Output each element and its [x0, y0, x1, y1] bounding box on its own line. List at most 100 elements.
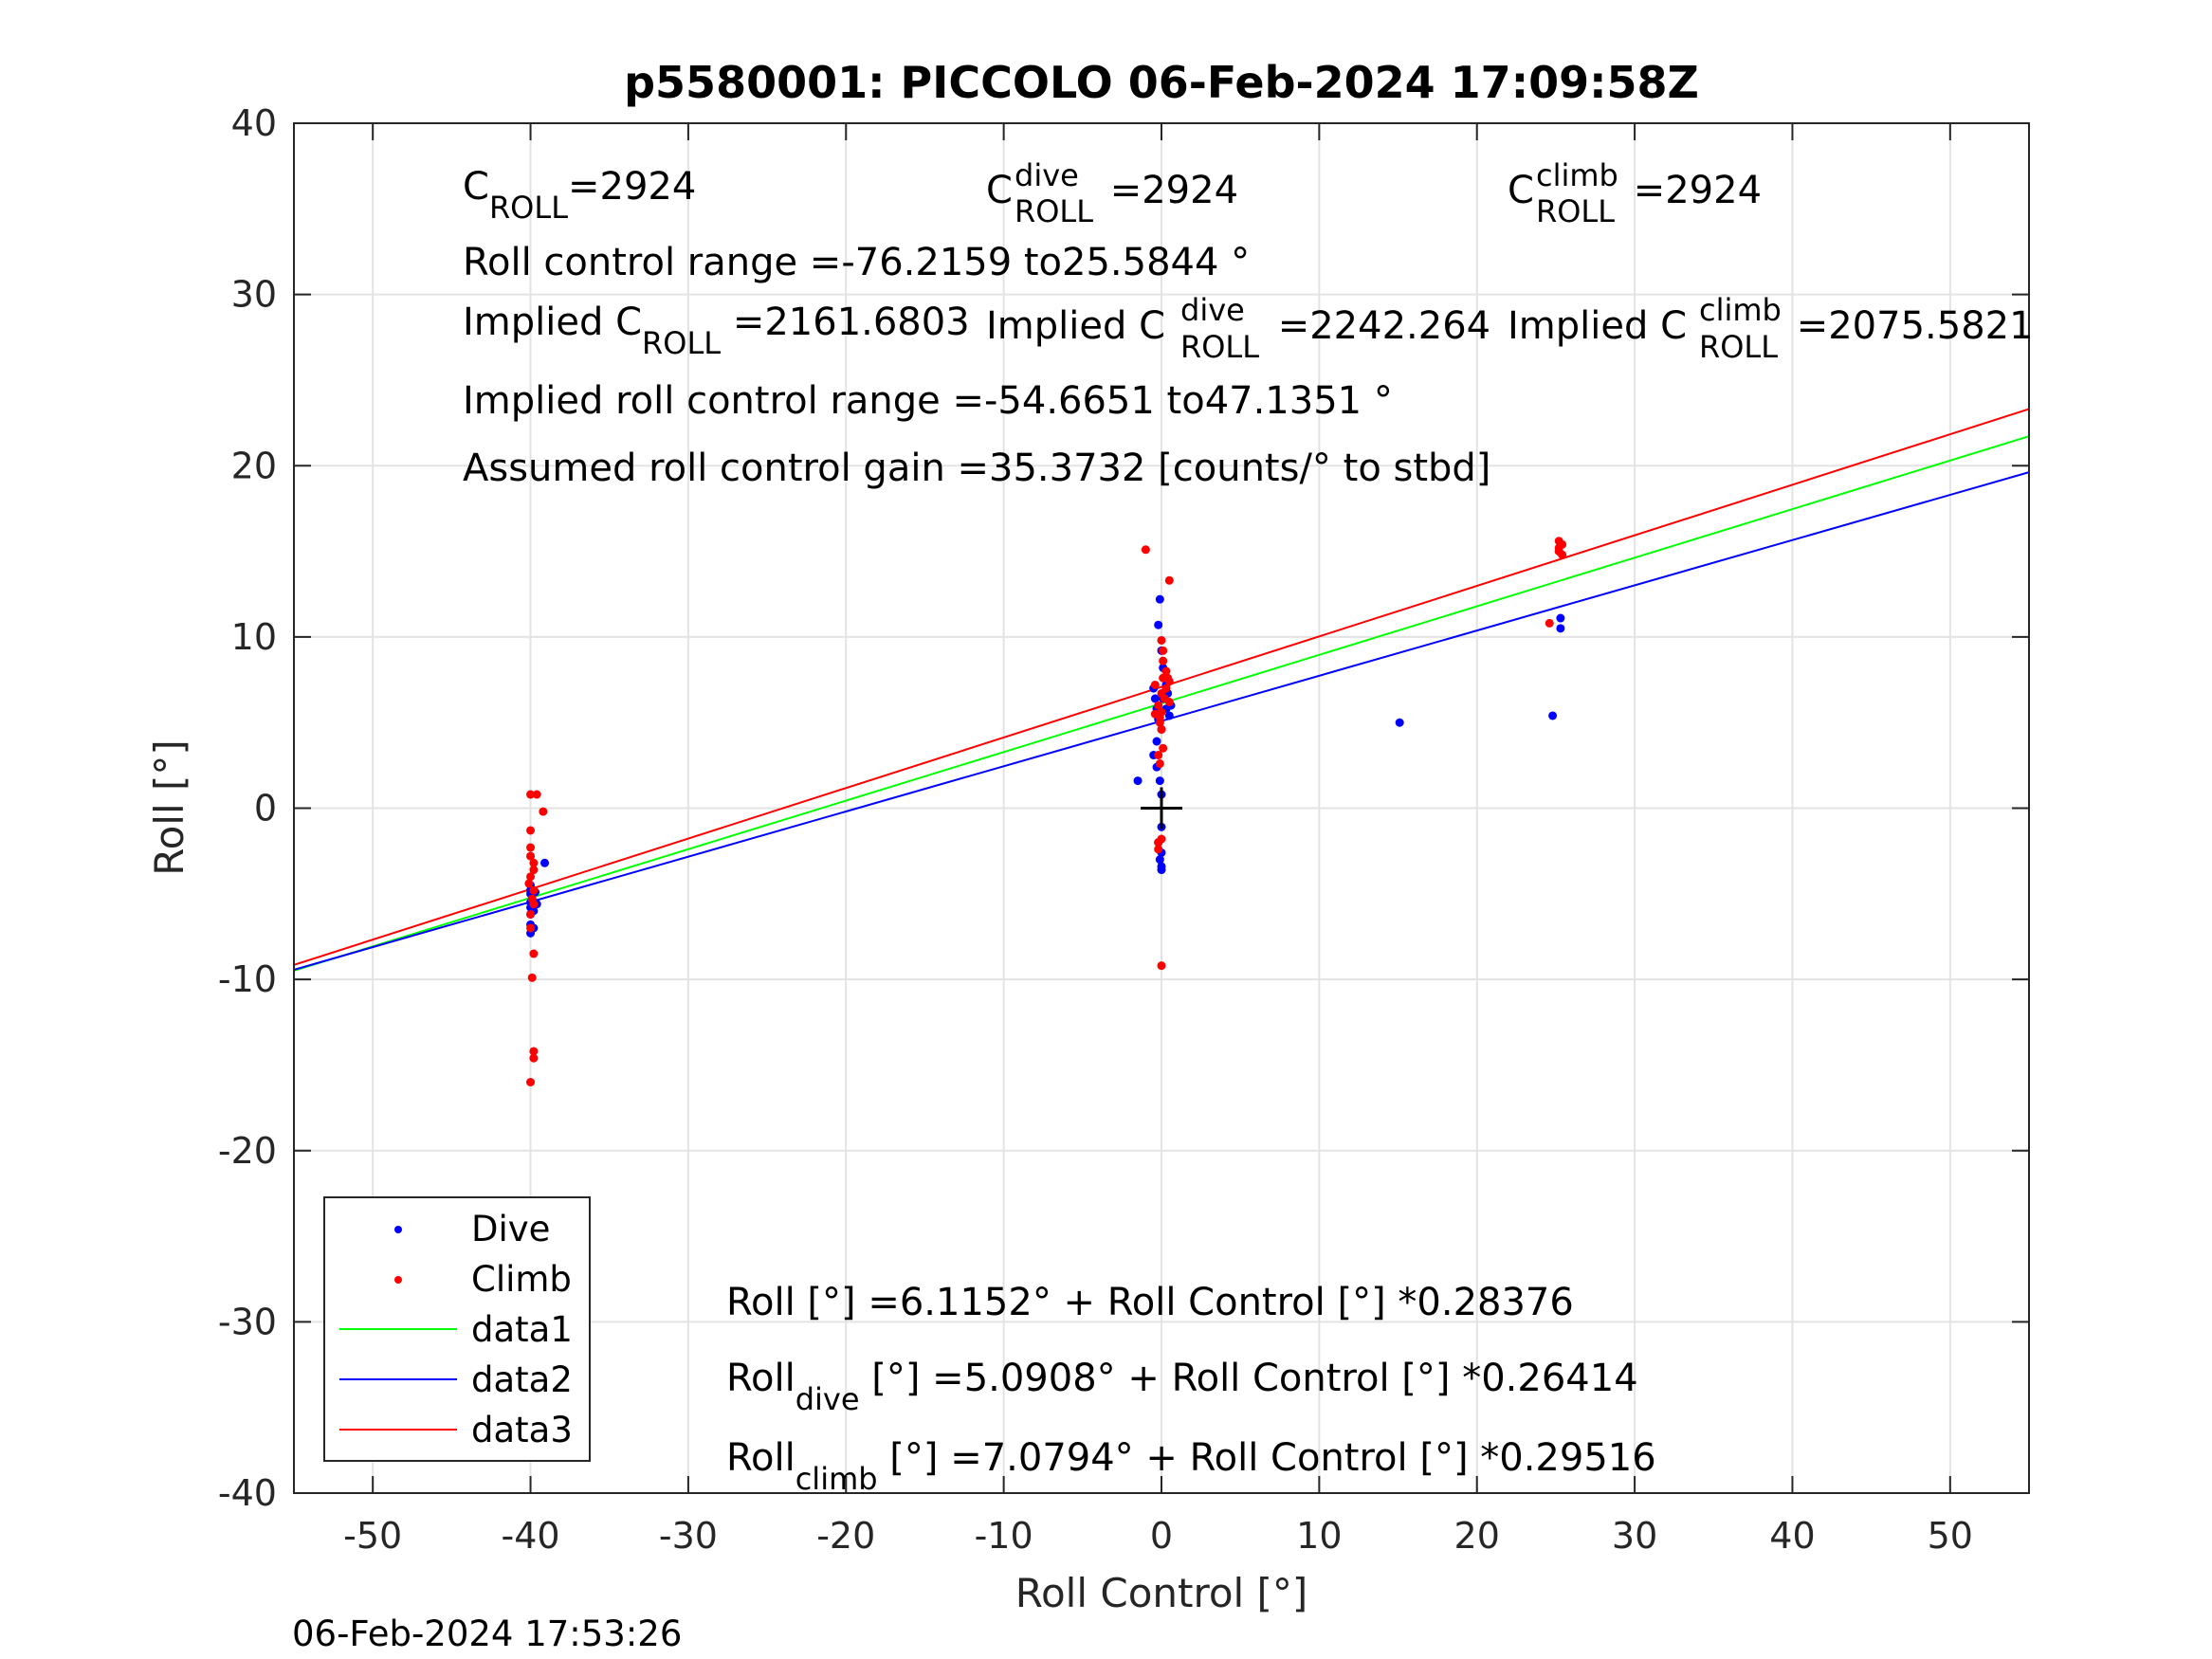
climb-point — [1545, 618, 1554, 628]
dive-point — [1164, 711, 1174, 720]
x-tick-label: 0 — [1150, 1515, 1173, 1557]
dive-point — [1548, 711, 1558, 720]
dive-point — [1157, 866, 1166, 875]
data-points — [524, 537, 1567, 1086]
implied-roll-range-annotation: Implied roll control range =-54.6651 to4… — [463, 379, 1393, 423]
x-tick-label: 30 — [1612, 1515, 1657, 1557]
climb-point — [529, 866, 539, 875]
legend-swatch-climb — [394, 1276, 402, 1284]
dive-point — [1556, 613, 1565, 623]
y-tick-label: -10 — [218, 958, 277, 1000]
climb-point — [526, 843, 536, 852]
climb-point — [526, 826, 536, 835]
dive-point — [1155, 776, 1164, 786]
c-roll-annotation: CROLL=2924 — [463, 165, 696, 226]
origin-cross-marker — [1141, 787, 1182, 830]
climb-point — [529, 858, 539, 867]
x-axis-label: Roll Control [°] — [1015, 1570, 1308, 1616]
climb-point — [529, 949, 539, 958]
plot-frame — [293, 122, 2030, 1494]
climb-point — [1164, 575, 1174, 585]
x-tick-label: -30 — [659, 1515, 718, 1557]
legend-label-data2: data2 — [471, 1359, 573, 1400]
climb-point — [1161, 666, 1171, 676]
timestamp: 06-Feb-2024 17:53:26 — [292, 1613, 682, 1654]
climb-point — [529, 1047, 539, 1056]
y-axis-label: Roll [°] — [146, 739, 192, 875]
legend-label-data1: data1 — [471, 1309, 573, 1350]
climb-point — [1558, 550, 1567, 559]
x-tick-label: 20 — [1454, 1515, 1500, 1557]
climb-point — [1141, 545, 1150, 555]
y-tick-labels: -40 -30 -20 -10 0 10 20 30 40 — [218, 102, 277, 1514]
x-tick-label: -10 — [975, 1515, 1033, 1557]
climb-point — [527, 973, 537, 982]
y-tick-label: 0 — [254, 788, 277, 830]
y-tick-label: -40 — [218, 1472, 277, 1514]
climb-point — [524, 879, 534, 888]
legend: Dive Climb data1 data2 data3 — [323, 1196, 591, 1462]
dive-point — [1395, 718, 1404, 727]
climb-point — [526, 923, 536, 933]
climb-point — [1155, 759, 1164, 769]
climb-point — [1154, 701, 1163, 710]
climb-point — [526, 872, 536, 882]
dive-point — [1152, 737, 1161, 746]
y-tick-label: 10 — [231, 616, 277, 658]
x-tick-label: -40 — [502, 1515, 560, 1557]
y-tick-label: 30 — [231, 274, 277, 316]
climb-point — [526, 790, 536, 799]
implied-c-roll-annotation: Implied CROLL =2161.6803 — [463, 301, 970, 361]
climb-point — [1164, 698, 1174, 707]
c-roll-dive-annotation: Cdive ROLL =2924 — [986, 157, 1238, 229]
x-tick-label: -50 — [343, 1515, 402, 1557]
x-tick-label: 50 — [1928, 1515, 1973, 1557]
legend-swatch-dive — [394, 1226, 402, 1233]
climb-point — [1157, 961, 1166, 971]
climb-point — [1157, 635, 1166, 645]
fit-climb-annotation: Rollclimb [°] =7.0794° + Roll Control [°… — [726, 1436, 1656, 1497]
climb-point — [1154, 845, 1163, 854]
x-tick-label: -20 — [816, 1515, 875, 1557]
axis-ticks — [294, 122, 2029, 1494]
climb-point — [1150, 709, 1160, 719]
x-tick-label: 10 — [1296, 1515, 1342, 1557]
climb-point — [532, 790, 541, 799]
roll-gain-annotation: Assumed roll control gain =35.3732 [coun… — [463, 447, 1490, 490]
chart-title: p5580001: PICCOLO 06-Feb-2024 17:09:58Z — [624, 57, 1699, 108]
c-roll-climb-annotation: Cclimb ROLL =2924 — [1508, 157, 1762, 229]
dive-point — [1150, 694, 1160, 703]
climb-point — [1154, 838, 1163, 848]
legend-label-climb: Climb — [471, 1259, 572, 1300]
climb-point — [1163, 673, 1173, 683]
y-tick-label: 40 — [231, 102, 277, 144]
climb-point — [529, 885, 539, 895]
y-tick-label: -30 — [218, 1301, 277, 1342]
climb-point — [1159, 743, 1168, 753]
dive-point — [1154, 620, 1163, 629]
dive-point — [1556, 624, 1565, 633]
climb-point — [529, 1053, 539, 1063]
legend-label-data3: data3 — [471, 1410, 573, 1450]
fit-all-annotation: Roll [°] =6.1152° + Roll Control [°] *0.… — [726, 1281, 1574, 1324]
dive-point — [1155, 855, 1164, 865]
climb-point — [1159, 646, 1168, 655]
x-tick-label: 40 — [1769, 1515, 1815, 1557]
dive-point — [540, 858, 550, 867]
climb-point — [1154, 751, 1163, 760]
climb-point — [526, 1078, 536, 1086]
legend-label-dive: Dive — [471, 1209, 550, 1249]
x-tick-labels: -50 -40 -30 -20 -10 0 10 20 30 40 50 — [343, 1515, 1973, 1557]
climb-point — [526, 909, 536, 919]
climb-point — [539, 807, 548, 816]
roll-control-range-annotation: Roll control range =-76.2159 to25.5844 ° — [463, 241, 1250, 284]
y-tick-label: 20 — [231, 445, 277, 486]
climb-point — [1150, 680, 1160, 689]
climb-point — [529, 900, 539, 909]
dive-point — [1155, 594, 1164, 604]
fit-line-data3 — [293, 408, 2030, 966]
climb-point — [526, 851, 536, 861]
